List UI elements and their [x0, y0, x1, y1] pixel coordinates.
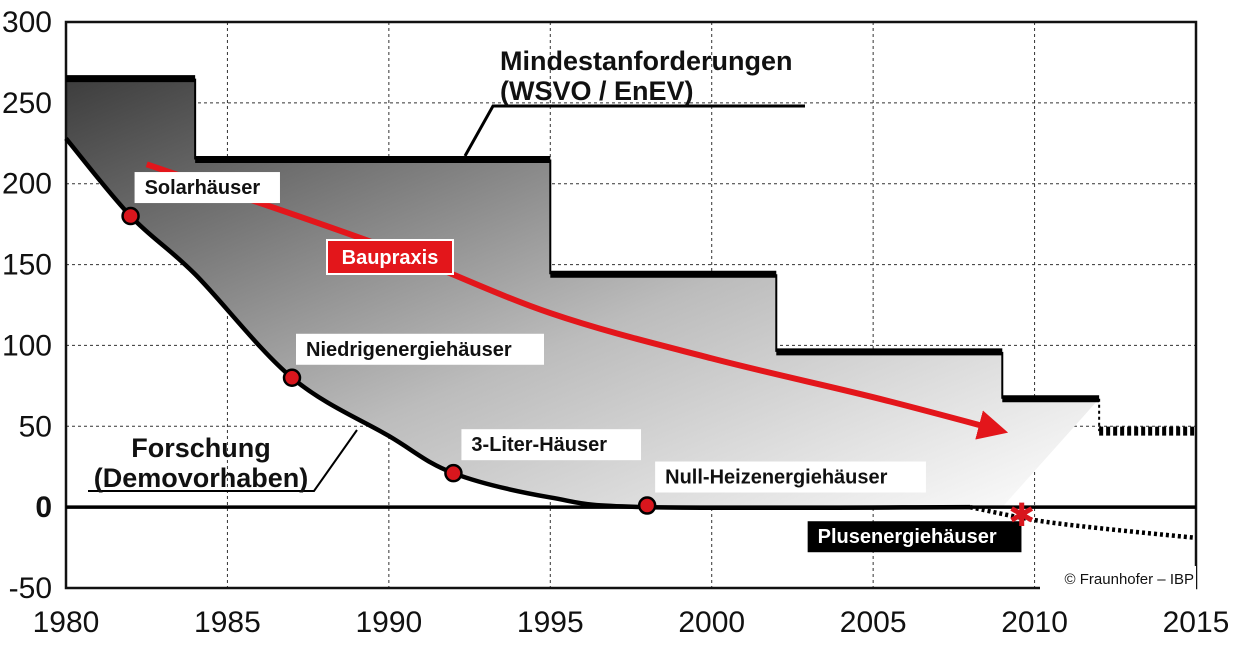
y-tick-label: 0: [35, 491, 52, 524]
x-tick-label: 2005: [840, 606, 907, 639]
x-axis-ticks: 1980 1985 1990 1995 2000 2005 2010 2015: [33, 606, 1230, 639]
standards-leader: [463, 104, 805, 157]
milestone-label-box: [296, 333, 544, 365]
x-tick-label: 2015: [1163, 606, 1230, 639]
research-leader: [88, 429, 358, 492]
annotation-leaders: [88, 104, 805, 492]
milestone-label: Niedrigenergiehäuser: [306, 339, 512, 361]
research-label-line1: Forschung: [131, 433, 271, 463]
milestone-label: Null-Heizenergiehäuser: [665, 467, 888, 489]
y-tick-label: 150: [2, 249, 52, 282]
milestone-dot: [444, 463, 463, 483]
x-tick-label: 1985: [194, 606, 261, 639]
milestone-dot: [637, 496, 657, 515]
milestone-label-box: [807, 521, 1022, 553]
series-forschung: [64, 136, 1197, 541]
milestone-label-box: [655, 461, 926, 493]
y-tick-label: 200: [2, 168, 52, 201]
x-tick-label: 1980: [33, 606, 100, 639]
y-axis-ticks: 300 250 200 150 100 50 0 -50: [2, 6, 52, 605]
milestone-dot: [282, 368, 302, 388]
milestone-label-box: [461, 429, 642, 461]
y-tick-label: -50: [9, 572, 52, 605]
copyright-credit: © Fraunhofer – IBP: [1065, 571, 1194, 588]
y-tick-label: 100: [2, 329, 52, 362]
baupraxis-label-box: [326, 239, 454, 275]
research-curve: [64, 136, 971, 511]
y-tick-label: 250: [2, 87, 52, 120]
x-tick-label: 2000: [678, 606, 745, 639]
y-tick-label: 50: [19, 410, 52, 443]
x-tick-label: 2010: [1001, 606, 1068, 639]
milestone-label: Solarhäuser: [145, 177, 261, 199]
baupraxis-label: Baupraxis: [342, 247, 439, 269]
standards-label-line1: Mindestanforderungen: [500, 46, 793, 76]
milestone-dot: [121, 206, 140, 226]
x-tick-label: 1995: [517, 606, 584, 639]
milestone-markers: Solarhäuser Niedrigenergiehäuser 3-Liter-H…: [121, 172, 1035, 553]
milestone-label: 3-Liter-Häuser: [471, 434, 607, 456]
milestone-label: Plusenergiehäuser: [818, 526, 997, 548]
y-tick-label: 300: [2, 6, 52, 39]
series-mindestanforderungen: [66, 75, 1196, 436]
standards-label-line2: (WSVO / EnEV): [500, 76, 694, 106]
credit-box: [1040, 566, 1196, 590]
milestone-star: ✱: [1008, 496, 1035, 534]
milestone-label-box: [134, 172, 280, 204]
x-tick-label: 1990: [355, 606, 422, 639]
plot-frame: [64, 20, 1198, 590]
research-curve-projected: [969, 504, 1197, 541]
research-label-line2: (Demovorhaben): [94, 463, 309, 493]
